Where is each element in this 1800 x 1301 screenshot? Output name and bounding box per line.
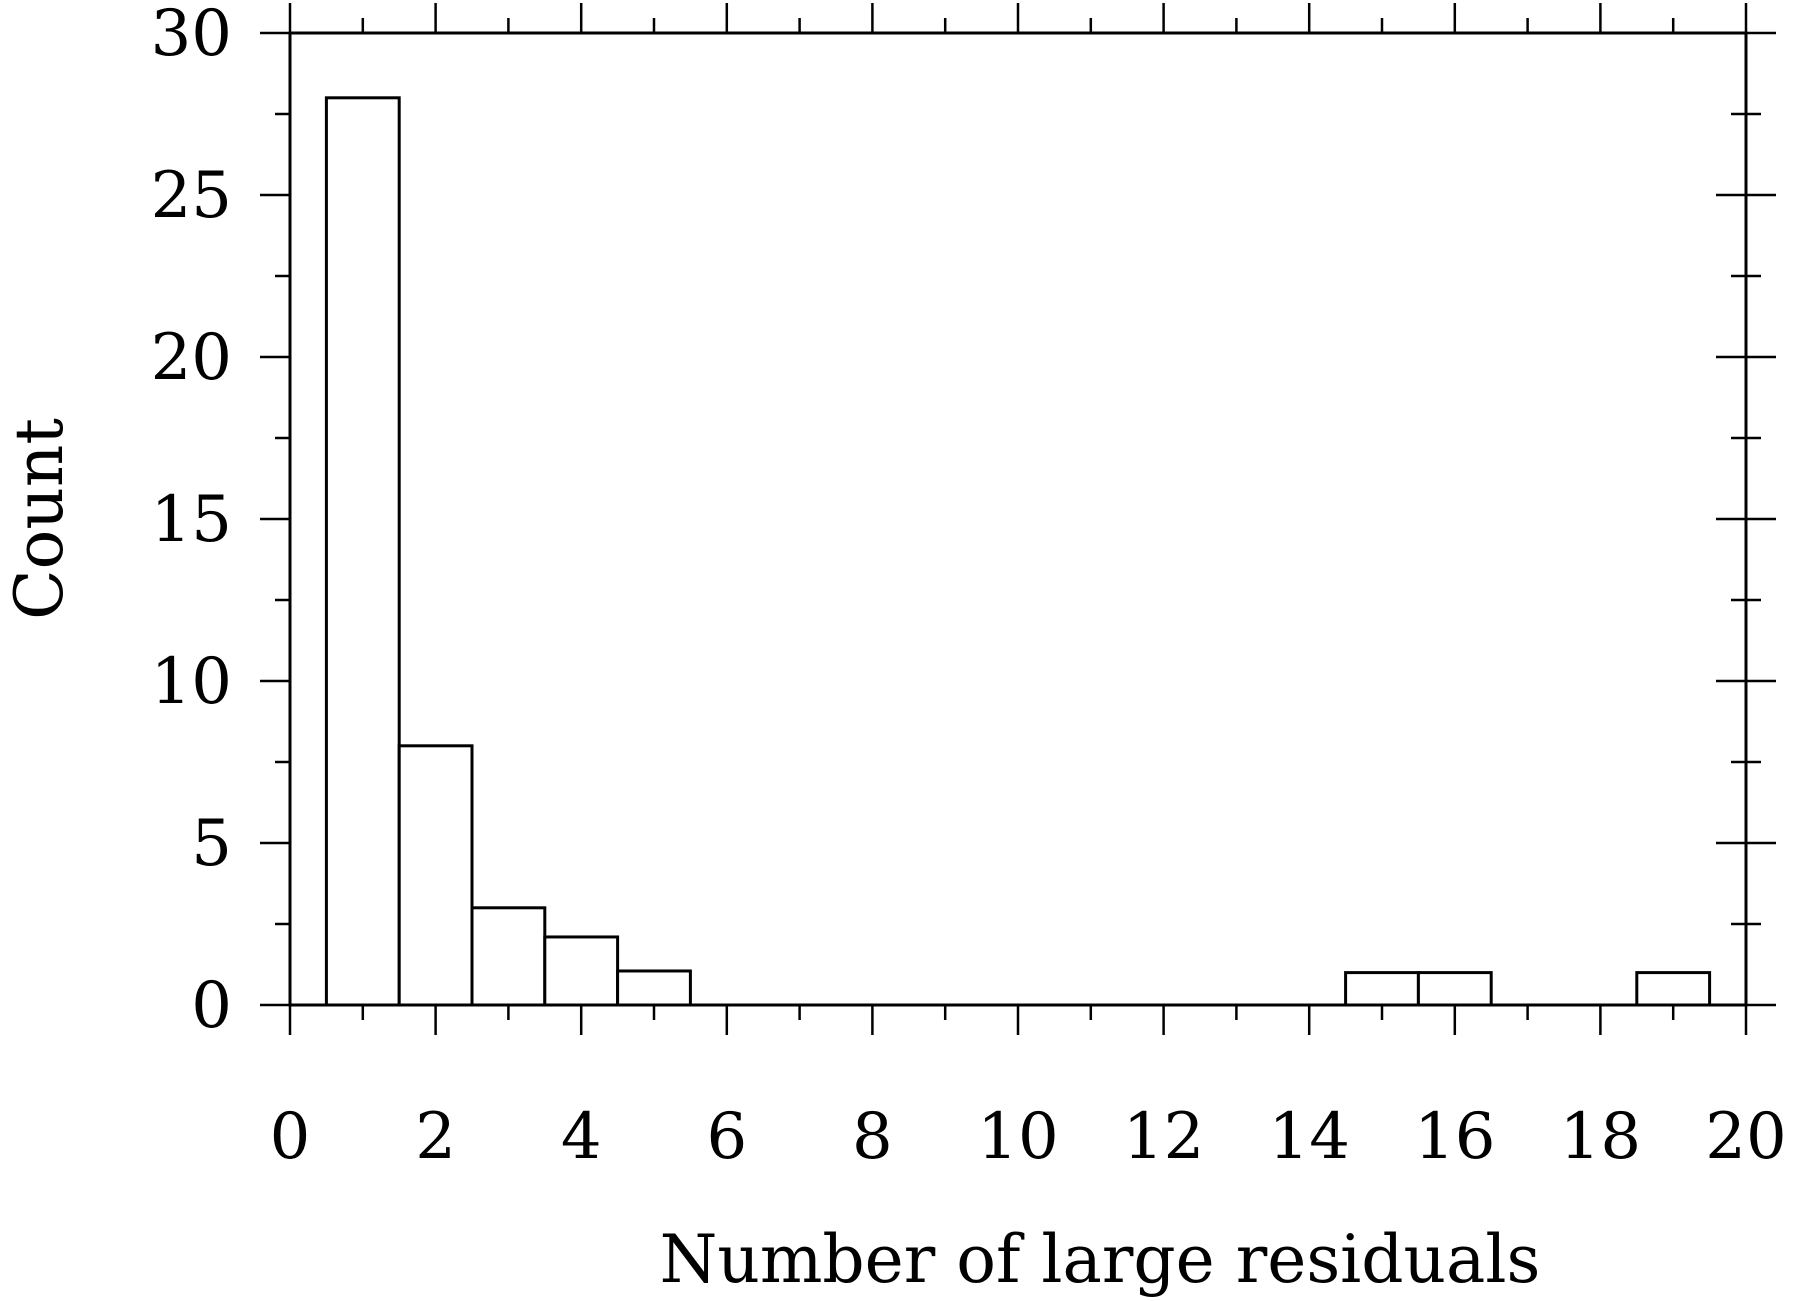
histogram-bar <box>324 96 401 1007</box>
plot-frame <box>288 31 1748 1007</box>
y-axis-label: Count <box>1 418 78 620</box>
x-tick-label: 16 <box>1414 1100 1495 1174</box>
y-tick-label: 25 <box>151 159 232 233</box>
histogram-bar <box>1416 971 1493 1007</box>
histogram-bar <box>616 969 692 1007</box>
x-tick-label: 0 <box>270 1100 311 1174</box>
x-tick-label: 4 <box>561 1100 602 1174</box>
y-tick-label: 0 <box>191 969 232 1043</box>
y-tick-label: 10 <box>151 645 232 719</box>
y-tick-labels: 0 5 10 15 20 25 30 <box>151 0 232 1043</box>
histogram-bar <box>1344 971 1420 1007</box>
x-tick-labels: 0 2 4 6 8 10 12 14 16 18 20 <box>270 1100 1787 1174</box>
x-axis-label: Number of large residuals <box>660 1221 1541 1298</box>
y-tick-label: 15 <box>151 483 232 557</box>
x-tick-label: 10 <box>977 1100 1058 1174</box>
x-tick-label: 12 <box>1123 1100 1204 1174</box>
axis-ticks <box>260 3 1776 1035</box>
histogram-bar <box>1635 971 1712 1007</box>
x-tick-label: 18 <box>1560 1100 1641 1174</box>
histogram-bar <box>397 744 474 1007</box>
x-tick-label: 6 <box>706 1100 747 1174</box>
y-tick-label: 30 <box>151 0 232 71</box>
histogram-bar <box>543 935 620 1007</box>
histogram-bars <box>324 96 1712 1007</box>
x-tick-label: 14 <box>1268 1100 1349 1174</box>
x-tick-label: 20 <box>1705 1100 1786 1174</box>
y-tick-label: 5 <box>191 807 232 881</box>
y-tick-label: 20 <box>151 321 232 395</box>
x-tick-label: 8 <box>852 1100 893 1174</box>
histogram-bar <box>470 906 547 1007</box>
x-tick-label: 2 <box>415 1100 456 1174</box>
